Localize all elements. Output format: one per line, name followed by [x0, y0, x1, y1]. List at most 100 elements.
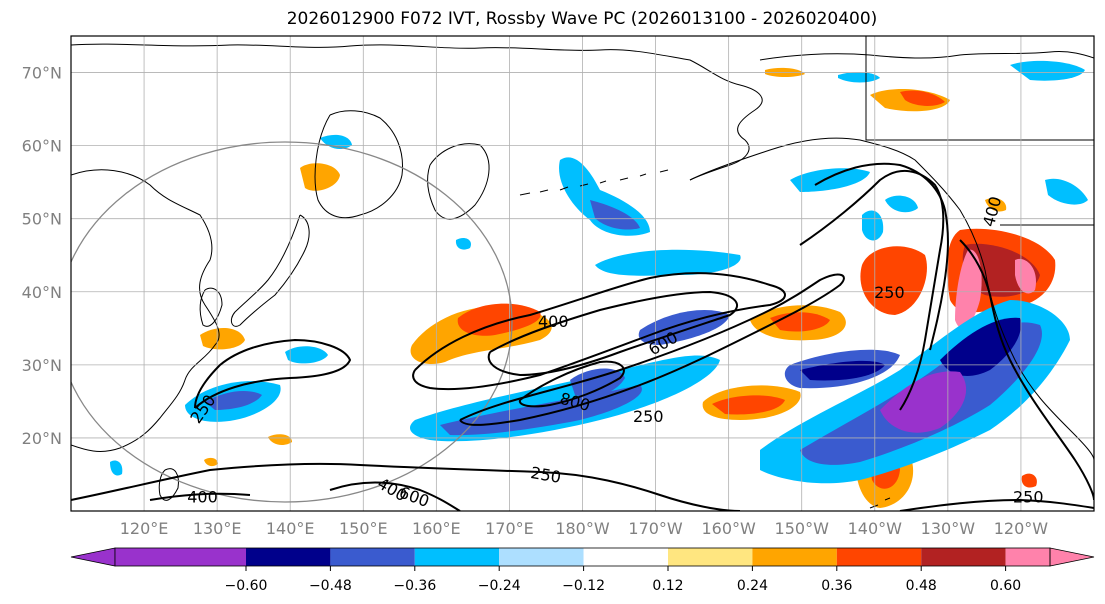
negative-anomaly-region: [800, 360, 885, 381]
colorbar-extend-min: [70, 547, 116, 567]
negative-anomaly-region: [570, 368, 625, 397]
latitude-label: 30°N: [22, 356, 62, 375]
negative-anomaly-region: [205, 390, 262, 410]
colorbar-segment: [246, 548, 331, 566]
colorbar-tick-label: −0.60: [225, 578, 268, 594]
ivt-contour-250: [194, 338, 352, 409]
arctic-coastline: [759, 51, 1094, 61]
aleutian-islands: [519, 169, 669, 196]
ivt-contour-400: [412, 272, 786, 391]
longitude-label: 170°W: [628, 519, 683, 538]
positive-anomaly-region: [900, 90, 945, 106]
colorbar-tick-label: 0.48: [906, 578, 937, 594]
colorbar-segment: [668, 548, 753, 566]
ivt-contour-400: [329, 481, 461, 511]
colorbar-segment: [414, 548, 500, 566]
colorbar-segment: [330, 548, 415, 566]
negative-anomaly-region: [838, 72, 880, 83]
negative-anomaly-region: [940, 317, 1021, 376]
longitude-label: 130°W: [921, 519, 976, 538]
japan-coastline: [230, 214, 310, 327]
longitude-label: 170°E: [485, 519, 534, 538]
positive-anomaly-region: [985, 198, 1007, 212]
negative-anomaly-region: [590, 200, 640, 230]
colorbar-segment: [1005, 548, 1050, 566]
ivt-contour-250: [899, 498, 1094, 511]
reference-circle: [71, 141, 513, 503]
longitude-label: 140°E: [266, 519, 315, 538]
positive-anomaly-region: [860, 246, 927, 315]
colorbar-segment: [921, 548, 1006, 566]
kamchatka-coastline: [427, 143, 490, 220]
ivt-contour-600: [487, 290, 738, 377]
latitude-label: 20°N: [22, 429, 62, 448]
positive-anomaly-region: [300, 163, 340, 191]
colorbar-tick-label: 0.36: [821, 578, 852, 594]
ivt-contour-800: [518, 360, 625, 408]
positive-anomaly-region: [200, 328, 245, 350]
colorbar-segment: [836, 548, 922, 566]
longitude-label: 120°E: [120, 519, 169, 538]
longitude-label: 150°W: [775, 519, 830, 538]
contour-value-label: 250: [1013, 487, 1044, 506]
longitude-label: 160°W: [701, 519, 756, 538]
negative-anomaly-region: [790, 168, 870, 192]
okhotsk-coastline: [314, 110, 404, 219]
hawaii-islands: [869, 497, 891, 509]
contour-value-label: 400: [538, 312, 569, 331]
latitude-label: 70°N: [22, 64, 62, 83]
positive-anomaly-region: [204, 457, 218, 467]
positive-anomaly-region: [268, 434, 292, 445]
latitude-label: 60°N: [22, 137, 62, 156]
ivt-contour-250: [799, 169, 945, 411]
negative-anomaly-region: [455, 237, 471, 250]
latitude-label: 50°N: [22, 210, 62, 229]
coastlines: [71, 36, 1094, 509]
positive-anomaly-region: [1015, 258, 1036, 294]
colorbar-tick-label: −0.48: [309, 578, 352, 594]
colorbar: −0.60 −0.48 −0.36 −0.24 −0.12 0.12 0.24 0.36 0.4…: [70, 547, 1095, 594]
ivt-contour-250: [71, 462, 741, 511]
negative-anomaly-region: [1010, 60, 1085, 81]
ivt-contour-250: [459, 273, 845, 426]
negative-anomaly-region: [440, 385, 642, 436]
map-frame: [70, 35, 1095, 512]
colorbar-tick-label: 0.24: [737, 578, 768, 594]
colorbar-tick-label: 0.60: [990, 578, 1021, 594]
positive-anomaly-region: [1021, 473, 1037, 488]
latitude-label: 40°N: [22, 283, 62, 302]
negative-anomaly-region: [110, 460, 123, 476]
colorbar-tick-label: 0.12: [652, 578, 683, 594]
contour-value-label: 250: [874, 283, 905, 302]
asia-coastline: [71, 169, 220, 452]
colorbar-segment: [499, 548, 584, 566]
colorbar-tick-label: −0.24: [478, 578, 521, 594]
negative-anomaly-region: [638, 310, 730, 345]
ivt-contour-400: [149, 492, 251, 501]
negative-anomaly-region: [285, 346, 328, 364]
positive-anomaly-region: [955, 249, 982, 329]
colorbar-segment: [752, 548, 837, 566]
ivt-contour-400: [814, 162, 949, 351]
colorbar-extend-max: [1049, 547, 1095, 567]
contour-value-label: 400: [187, 487, 218, 506]
ivt-contour-250: [959, 239, 1094, 501]
negative-anomaly-region: [595, 249, 741, 276]
asia-north-coastline: [71, 43, 763, 181]
latitude-labels: 20°N 30°N 40°N 50°N 60°N 70°N: [22, 64, 62, 448]
longitude-label: 160°E: [412, 519, 461, 538]
north-america-coastline: [984, 269, 1094, 461]
gridlines: [71, 36, 1094, 511]
colorbar-tick-label: −0.12: [562, 578, 605, 594]
colorbar-tick-label: −0.36: [393, 578, 436, 594]
longitude-label: 180°W: [555, 519, 610, 538]
canada-border: [865, 36, 1094, 141]
colorbar-outline: [114, 547, 1051, 567]
korea-coastline: [199, 287, 223, 327]
positive-anomaly-region: [457, 303, 541, 336]
negative-anomaly-region: [862, 210, 884, 241]
colorbar-segment: [115, 548, 246, 566]
colorbar-segment: [583, 548, 668, 566]
map-title: 2026012900 F072 IVT, Rossby Wave PC (202…: [286, 9, 878, 29]
